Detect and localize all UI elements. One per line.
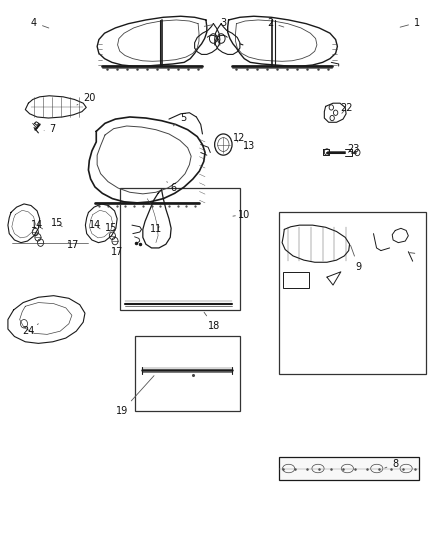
Text: 7: 7 bbox=[44, 124, 56, 134]
Text: 23: 23 bbox=[347, 144, 359, 154]
Bar bbox=[135, 336, 240, 411]
Text: 5: 5 bbox=[173, 113, 187, 126]
Text: 17: 17 bbox=[67, 240, 79, 251]
Text: 22: 22 bbox=[340, 103, 352, 114]
Text: 8: 8 bbox=[385, 459, 398, 469]
Bar bbox=[279, 213, 426, 374]
Text: 10: 10 bbox=[233, 209, 251, 220]
Text: 14: 14 bbox=[31, 220, 43, 230]
Text: 15: 15 bbox=[105, 223, 117, 233]
Text: 17: 17 bbox=[110, 247, 123, 257]
Text: 1: 1 bbox=[400, 18, 420, 28]
Text: 12: 12 bbox=[233, 133, 245, 143]
Text: 19: 19 bbox=[116, 376, 154, 416]
Text: 18: 18 bbox=[204, 312, 220, 331]
Text: 6: 6 bbox=[167, 182, 177, 193]
Text: 2: 2 bbox=[267, 18, 284, 28]
Bar bbox=[283, 272, 309, 288]
Bar bbox=[279, 457, 419, 480]
Text: 14: 14 bbox=[89, 220, 101, 230]
Text: 20: 20 bbox=[77, 93, 95, 105]
Text: 15: 15 bbox=[51, 218, 63, 228]
Text: 11: 11 bbox=[150, 224, 162, 235]
Bar bbox=[120, 188, 240, 310]
Text: 13: 13 bbox=[243, 141, 255, 151]
Text: 24: 24 bbox=[22, 324, 39, 336]
Text: 3: 3 bbox=[204, 18, 226, 28]
Text: 9: 9 bbox=[350, 245, 361, 271]
Text: 4: 4 bbox=[31, 18, 49, 28]
